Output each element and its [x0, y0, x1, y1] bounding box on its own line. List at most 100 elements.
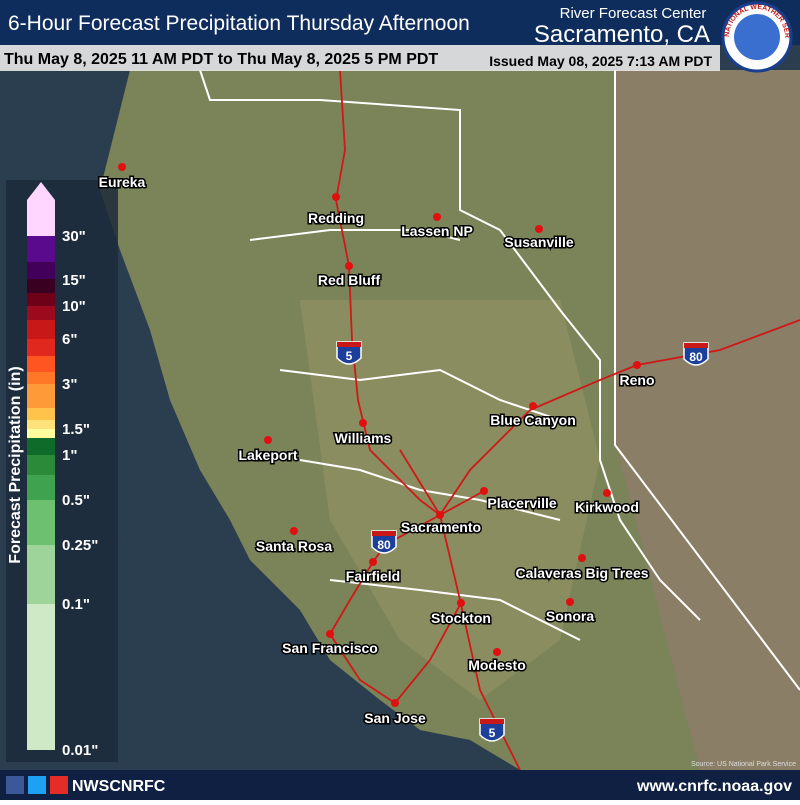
legend-bin [27, 236, 55, 262]
legend-bin [27, 279, 55, 293]
city-dot [633, 361, 641, 369]
legend-bin [27, 438, 55, 455]
city-dot [433, 213, 441, 221]
highway-shield-top [684, 343, 708, 348]
city-dot [359, 419, 367, 427]
city-label: San Francisco [282, 640, 378, 656]
city-dot [264, 436, 272, 444]
city-dot [566, 598, 574, 606]
city-label: Redding [308, 210, 364, 226]
legend-bin [27, 356, 55, 372]
city-label: Placerville [487, 495, 556, 511]
city-label: San Jose [364, 710, 426, 726]
legend-bin [27, 500, 55, 545]
highway-label: 5 [346, 349, 353, 363]
legend-label: 30" [62, 228, 86, 245]
city-label: Williams [335, 430, 392, 446]
legend-label: 1" [62, 447, 77, 464]
legend-label: 0.25" [62, 537, 98, 554]
city-label: Kirkwood [575, 499, 639, 515]
city-label: Stockton [431, 610, 491, 626]
city-label: Eureka [99, 174, 146, 190]
youtube-icon[interactable] [50, 776, 68, 794]
legend-bin [27, 306, 55, 320]
source: Source: US National Park Service [691, 761, 796, 768]
legend-bin [27, 545, 55, 604]
facebook-icon[interactable] [6, 776, 24, 794]
city-label: Sacramento [401, 519, 481, 535]
city-dot [326, 630, 334, 638]
city-label: Susanville [504, 234, 573, 250]
city-dot [369, 558, 377, 566]
city-label: Lassen NP [401, 223, 473, 239]
legend-label: 10" [62, 298, 86, 315]
highway-label: 80 [689, 350, 703, 364]
city-dot [578, 554, 586, 562]
city-dot [436, 511, 444, 519]
highway-label: 80 [377, 538, 391, 552]
city-label: Sonora [546, 608, 594, 624]
legend-label: 0.01" [62, 742, 98, 759]
city-dot [391, 699, 399, 707]
highway-shield [683, 342, 709, 366]
city-label: Lakeport [238, 447, 297, 463]
city-dot [290, 527, 298, 535]
legend-cap [27, 182, 55, 200]
boundaries [199, 69, 800, 691]
highway-shield [336, 341, 362, 365]
highway-shield-top [372, 531, 396, 536]
city-label: Calaveras Big Trees [515, 565, 648, 581]
header-bar [0, 0, 800, 45]
legend-title: Forecast Precipitation (in) [7, 366, 24, 563]
website[interactable]: www.cnrfc.noaa.gov [636, 778, 792, 795]
city-label: Blue Canyon [490, 412, 576, 428]
legend-bin [27, 200, 55, 236]
legend-bin [27, 604, 55, 750]
legend-bin [27, 455, 55, 475]
legend-bin [27, 320, 55, 339]
legend-label: 1.5" [62, 421, 90, 438]
city-dot [332, 193, 340, 201]
legend-bin [27, 429, 55, 438]
legend-label: 15" [62, 272, 86, 289]
city-dot [535, 225, 543, 233]
highway-shield [479, 718, 505, 742]
city-label: Modesto [468, 657, 526, 673]
highway-shield [371, 530, 397, 554]
city-label: Reno [620, 372, 655, 388]
city-label: Fairfield [346, 568, 400, 584]
city-dot [480, 487, 488, 495]
legend-bin [27, 339, 55, 356]
city-dot [345, 262, 353, 270]
legend-bin [27, 420, 55, 429]
legend-label: 6" [62, 331, 77, 348]
city-label: Santa Rosa [256, 538, 332, 554]
highway-label: 5 [489, 726, 496, 740]
social-handle[interactable]: NWSCNRFC [72, 778, 166, 795]
subheader-bar [0, 45, 720, 71]
valid-period: Thu May 8, 2025 11 AM PDT to Thu May 8, … [4, 51, 438, 68]
title: 6-Hour Forecast Precipitation Thursday A… [8, 12, 470, 35]
issued: Issued May 08, 2025 7:13 AM PDT [489, 53, 712, 69]
legend-label: 0.5" [62, 492, 90, 509]
places: Eureka Redding Lassen NP Susanville Red Bluf… [97, 163, 709, 742]
footer-bar [0, 770, 800, 800]
city-label: Red Bluff [318, 272, 381, 288]
twitter-icon[interactable] [28, 776, 46, 794]
valid-period-clip: Thu May 8, 2025 11 AM PDT to Thu May 8, … [4, 51, 438, 68]
city-dot [603, 489, 611, 497]
legend-bin [27, 408, 55, 420]
city-dot [493, 648, 501, 656]
legend-bin [27, 293, 55, 306]
legend-bin [27, 384, 55, 408]
legend-bin [27, 262, 55, 279]
legend-label: 3" [62, 376, 77, 393]
highway-shield-top [480, 719, 504, 724]
logo-inner [734, 14, 780, 60]
city-dot [529, 402, 537, 410]
center-label: River Forecast Center [560, 5, 707, 22]
legend-label: 0.1" [62, 596, 90, 613]
legend-bin [27, 372, 55, 384]
